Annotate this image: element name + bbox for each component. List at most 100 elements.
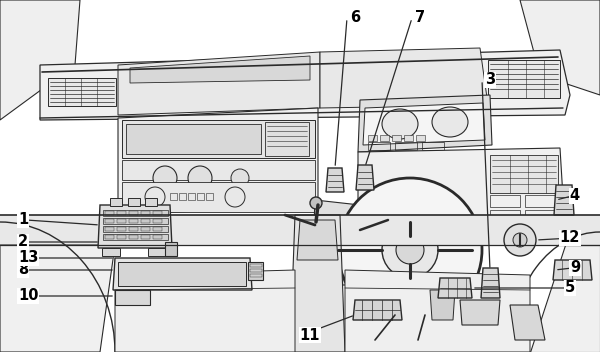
Bar <box>141 235 150 239</box>
Text: 1: 1 <box>18 213 28 227</box>
Bar <box>490 210 520 222</box>
Bar <box>526 225 540 235</box>
Bar <box>103 210 168 216</box>
Text: 11: 11 <box>300 327 320 342</box>
Text: 5: 5 <box>565 281 575 295</box>
Bar <box>250 264 262 267</box>
Bar <box>117 227 126 231</box>
Text: 9: 9 <box>570 260 580 276</box>
Bar <box>148 248 166 256</box>
Text: 4: 4 <box>570 189 580 203</box>
Bar <box>250 269 262 272</box>
Bar <box>115 290 150 305</box>
Polygon shape <box>130 56 310 83</box>
Polygon shape <box>438 278 472 298</box>
Bar <box>105 219 114 223</box>
Bar <box>404 135 413 141</box>
Polygon shape <box>345 270 530 352</box>
Bar <box>122 120 315 158</box>
Bar <box>102 248 120 256</box>
Bar <box>141 219 150 223</box>
Text: 10: 10 <box>18 289 38 303</box>
Bar <box>488 60 560 98</box>
Bar <box>206 193 213 200</box>
Ellipse shape <box>153 166 177 190</box>
Text: 12: 12 <box>560 231 580 245</box>
Polygon shape <box>358 148 565 235</box>
Bar <box>105 227 114 231</box>
Polygon shape <box>363 103 485 145</box>
Polygon shape <box>113 258 252 290</box>
Polygon shape <box>460 300 500 325</box>
Polygon shape <box>0 215 600 245</box>
Text: 3: 3 <box>485 73 495 88</box>
Bar <box>153 211 162 215</box>
Polygon shape <box>356 165 374 190</box>
Polygon shape <box>481 268 500 298</box>
Bar <box>380 135 389 141</box>
Polygon shape <box>353 300 402 320</box>
Ellipse shape <box>396 236 424 264</box>
Bar <box>508 225 522 235</box>
Ellipse shape <box>432 107 468 137</box>
Polygon shape <box>395 285 425 315</box>
Polygon shape <box>510 305 545 340</box>
Bar <box>165 242 177 256</box>
Bar <box>416 135 425 141</box>
Polygon shape <box>98 205 172 248</box>
Polygon shape <box>554 185 574 215</box>
Ellipse shape <box>513 233 527 247</box>
Bar <box>118 262 246 286</box>
Bar <box>525 195 555 207</box>
Polygon shape <box>430 290 455 320</box>
Polygon shape <box>0 0 80 120</box>
Bar <box>265 122 309 156</box>
Bar <box>122 182 315 212</box>
Polygon shape <box>297 220 338 260</box>
Bar <box>141 211 150 215</box>
Ellipse shape <box>310 197 322 209</box>
Bar <box>129 227 138 231</box>
Bar <box>126 124 261 154</box>
Bar <box>422 142 444 150</box>
Bar <box>103 234 168 240</box>
Ellipse shape <box>382 222 438 278</box>
Polygon shape <box>115 270 295 352</box>
Bar <box>117 211 126 215</box>
Text: 8: 8 <box>18 263 28 277</box>
Bar <box>490 155 558 193</box>
Polygon shape <box>40 50 570 120</box>
Polygon shape <box>0 245 115 352</box>
Polygon shape <box>520 0 600 95</box>
Bar <box>117 235 126 239</box>
Bar <box>122 160 315 180</box>
Bar <box>129 219 138 223</box>
Bar <box>179 193 186 200</box>
Ellipse shape <box>504 224 536 256</box>
Polygon shape <box>290 215 345 352</box>
Ellipse shape <box>382 109 418 139</box>
Bar <box>153 235 162 239</box>
Bar <box>395 142 417 150</box>
Polygon shape <box>320 48 488 108</box>
Bar <box>250 274 262 277</box>
Bar <box>103 226 168 232</box>
Bar <box>48 78 116 106</box>
Bar <box>141 227 150 231</box>
Bar <box>170 193 177 200</box>
Polygon shape <box>553 260 592 280</box>
Bar <box>128 198 140 206</box>
Polygon shape <box>358 95 492 152</box>
Bar <box>153 219 162 223</box>
Polygon shape <box>118 108 318 215</box>
Text: 6: 6 <box>350 11 360 25</box>
Bar <box>490 195 520 207</box>
Bar <box>105 235 114 239</box>
Bar <box>248 262 263 280</box>
Ellipse shape <box>231 169 249 187</box>
Bar <box>105 211 114 215</box>
Bar <box>490 225 504 235</box>
Polygon shape <box>326 168 344 192</box>
Bar <box>188 193 195 200</box>
Bar <box>129 211 138 215</box>
